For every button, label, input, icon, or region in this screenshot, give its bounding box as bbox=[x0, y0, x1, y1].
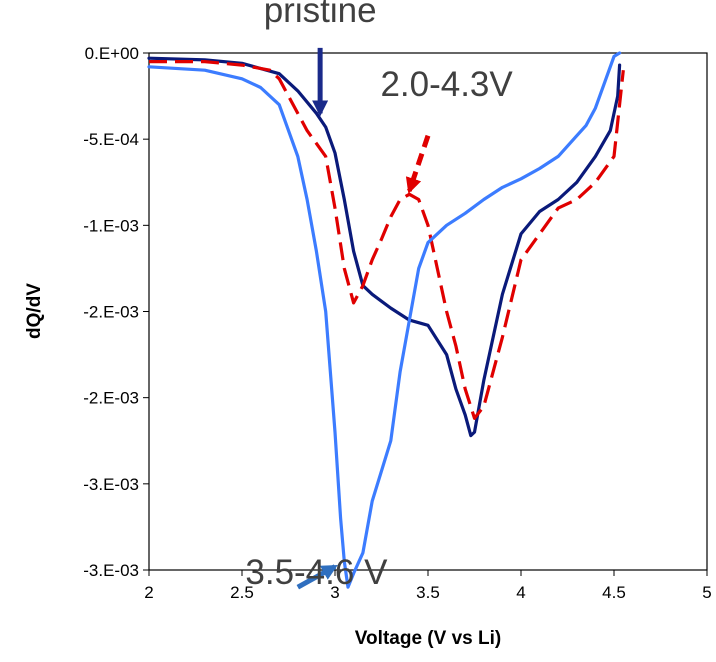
y-tick-label: -1.E-03 bbox=[83, 216, 139, 235]
x-axis-ticks: 2 2.5 3 3.5 4 4.5 5 bbox=[144, 570, 712, 602]
y-axis-title: dQ/dV bbox=[24, 283, 45, 339]
plot-frame bbox=[148, 52, 708, 571]
x-tick-label: 3 bbox=[330, 583, 339, 602]
x-tick-label: 2.5 bbox=[230, 583, 254, 602]
annotation-label-2.0-4.3: 2.0-4.3V bbox=[380, 65, 513, 104]
annotation-arrow-3.5-4.6 bbox=[296, 564, 338, 590]
x-tick-label: 3.5 bbox=[416, 583, 440, 602]
annotation-label-pristine: pristine bbox=[264, 0, 377, 30]
annotation-arrow-2.0-4.3 bbox=[405, 134, 431, 194]
x-axis-title: Voltage (V vs Li) bbox=[355, 628, 501, 649]
y-tick-label: -3.E-03 bbox=[83, 475, 139, 494]
series-line-cycled-3.5-4.6 bbox=[147, 51, 622, 589]
series-layer bbox=[147, 51, 625, 589]
y-tick-label: -2.E-03 bbox=[83, 389, 139, 408]
y-tick-label: -3.E-03 bbox=[83, 561, 139, 580]
series-line-pristine bbox=[147, 56, 622, 438]
x-tick-label: 4 bbox=[516, 583, 525, 602]
y-axis-ticks: 0.E+00 -5.E-04 -1.E-03 -2.E-03 -2.E-03 -3.E-0… bbox=[83, 44, 149, 580]
x-tick-label: 5 bbox=[702, 583, 711, 602]
x-tick-label: 2 bbox=[144, 583, 153, 602]
series-line-cycled-2.0-4.3 bbox=[149, 59, 625, 420]
y-tick-label: -5.E-04 bbox=[83, 130, 139, 149]
annotation-layer: pristine 2.0-4.3V 3.5-4.6 V bbox=[245, 0, 513, 592]
y-tick-label: -2.E-03 bbox=[83, 303, 139, 322]
annotation-label-3.5-4.6: 3.5-4.6 V bbox=[245, 553, 388, 592]
x-tick-label: 4.5 bbox=[602, 583, 626, 602]
y-tick-label: 0.E+00 bbox=[85, 44, 139, 63]
